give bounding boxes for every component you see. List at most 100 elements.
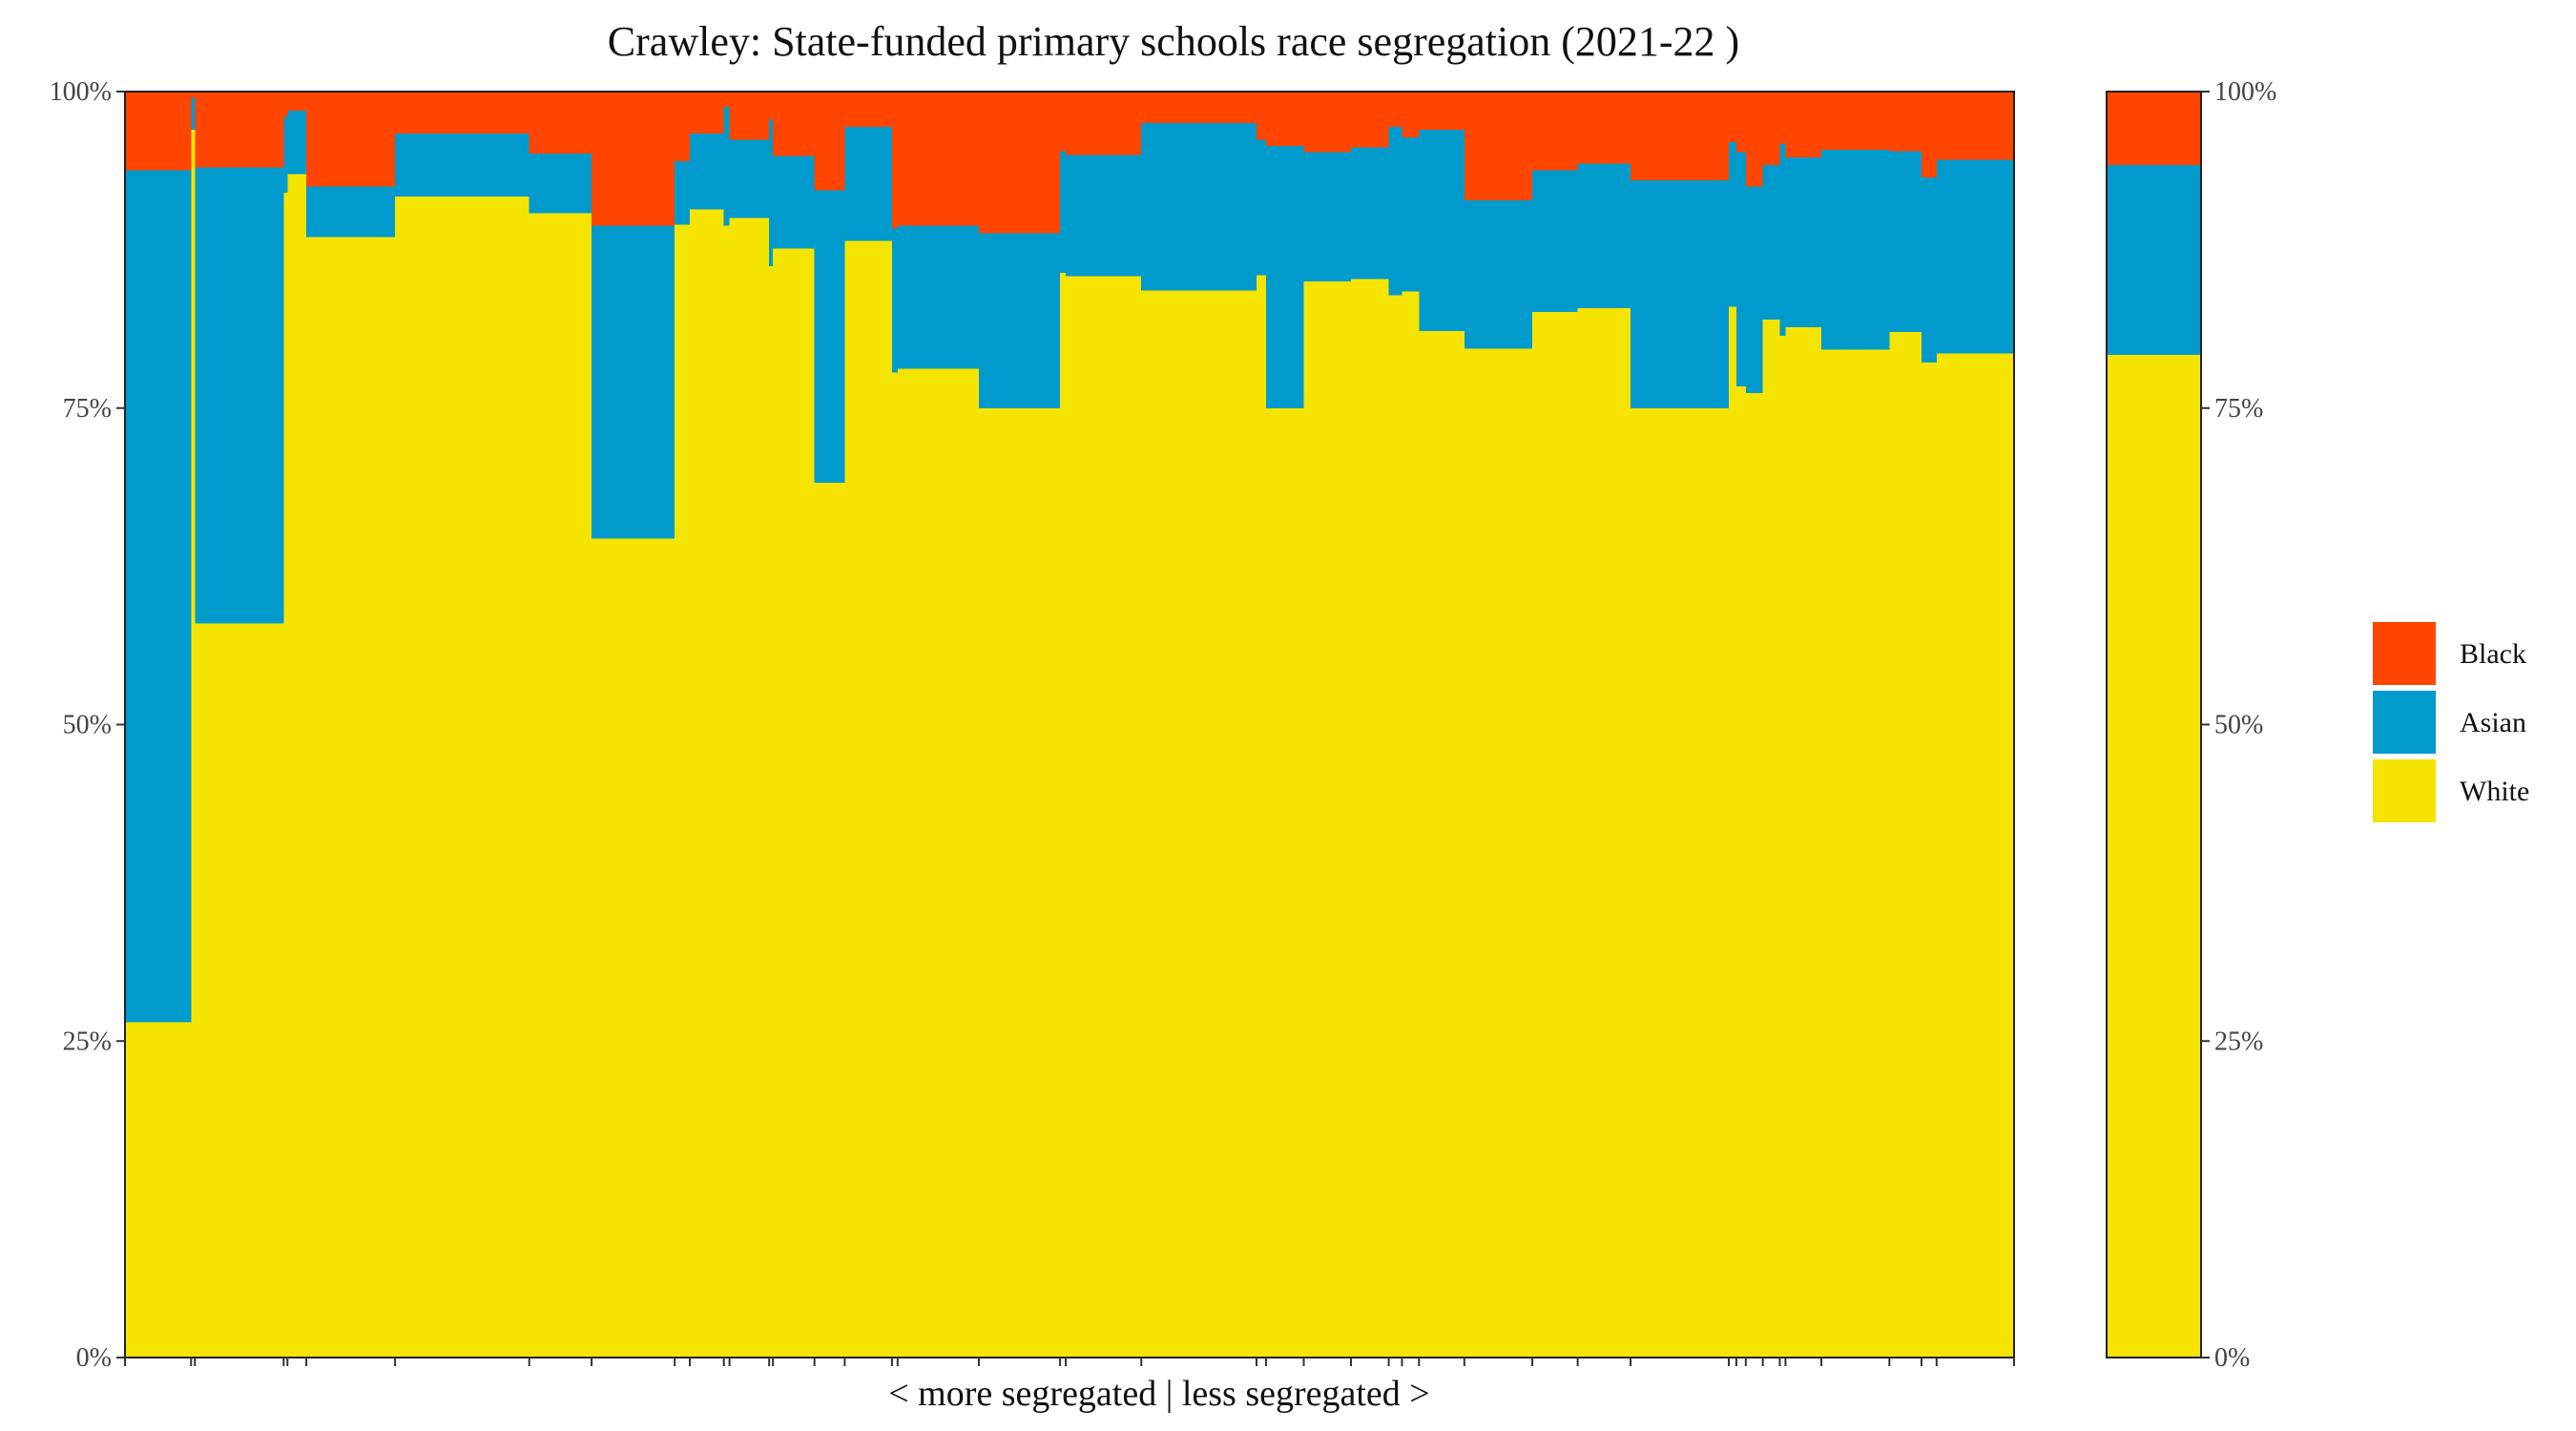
bar-school-9-asian (592, 225, 675, 539)
bar-school-40-black (1785, 92, 1822, 158)
bar-school-3-white (195, 623, 284, 1358)
overall-panel-bars (2107, 92, 2201, 1358)
chart-title: Crawley: State-funded primary schools ra… (608, 18, 1739, 65)
bar-school-30-white (1419, 330, 1465, 1358)
bar-school-23-asian (1141, 123, 1257, 291)
bar-school-13-black (729, 92, 770, 140)
left-y-tick-label: 0% (76, 1343, 112, 1373)
bar-school-19-white (897, 368, 980, 1358)
bar-school-29-asian (1402, 136, 1420, 292)
bar-school-28-black (1388, 92, 1403, 128)
bar-school-1-black (125, 92, 192, 171)
bar-school-1-asian (125, 170, 192, 1023)
bar-school-33-asian (1577, 163, 1631, 308)
bar-school-42-asian (1889, 151, 1922, 333)
legend-swatch-asian (2373, 691, 2436, 754)
bar-overall-white (2107, 355, 2201, 1358)
bar-school-6-black (306, 92, 396, 187)
bar-school-41-white (1821, 349, 1890, 1358)
bar-school-28-asian (1388, 127, 1403, 296)
bar-school-37-white (1745, 392, 1764, 1358)
bar-school-4-white (283, 193, 288, 1358)
bar-school-15-black (773, 92, 816, 156)
bar-school-34-asian (1631, 179, 1730, 408)
bar-school-2-asian (191, 97, 196, 130)
bar-school-20-asian (978, 233, 1061, 408)
bar-school-31-black (1464, 92, 1533, 201)
bar-school-37-asian (1745, 186, 1764, 393)
bar-school-11-white (690, 209, 725, 1358)
bar-school-12-white (723, 225, 731, 1358)
bar-school-22-white (1066, 276, 1142, 1358)
bar-school-12-black (723, 92, 731, 107)
bar-school-23-black (1141, 92, 1257, 124)
bar-school-5-white (287, 174, 307, 1358)
bar-school-14-black (769, 92, 774, 120)
bar-school-13-white (729, 218, 770, 1358)
bar-school-20-black (978, 92, 1061, 234)
bar-school-9-white (592, 538, 675, 1358)
bar-school-40-asian (1785, 157, 1822, 327)
legend-label-asian: Asian (2460, 707, 2526, 738)
bar-school-37-black (1745, 92, 1764, 187)
bar-school-24-black (1257, 92, 1267, 140)
bar-school-11-black (690, 92, 725, 134)
bar-school-44-asian (1936, 159, 2015, 354)
bar-school-4-black (283, 92, 288, 117)
bar-school-40-white (1785, 326, 1822, 1358)
left-y-axis: 0% 25% 50% 75% 100% (50, 77, 125, 1373)
bar-school-44-black (1936, 92, 2015, 160)
bar-school-29-white (1402, 291, 1420, 1358)
bar-overall-asian (2107, 164, 2201, 356)
bar-school-3-asian (195, 167, 284, 624)
bar-school-6-asian (306, 186, 396, 238)
bar-school-36-white (1735, 386, 1747, 1358)
bar-school-1-white (125, 1022, 192, 1358)
bar-school-2-white (191, 129, 196, 1358)
bar-school-7-white (395, 197, 530, 1358)
bar-school-27-black (1351, 92, 1390, 148)
bar-school-20-white (978, 407, 1061, 1358)
legend: Black Asian White (2373, 622, 2529, 822)
bar-school-21-white (1060, 272, 1067, 1358)
bar-school-25-asian (1265, 146, 1305, 408)
bar-school-21-asian (1060, 151, 1067, 273)
main-panel-bars (125, 92, 2015, 1358)
bar-school-29-black (1402, 92, 1420, 137)
bar-school-38-asian (1762, 164, 1781, 320)
bar-school-10-white (675, 224, 691, 1358)
bar-school-10-asian (675, 160, 691, 225)
legend-label-white: White (2460, 776, 2529, 807)
bar-school-26-white (1303, 281, 1352, 1358)
bar-school-28-white (1388, 295, 1403, 1358)
bar-school-22-asian (1066, 155, 1142, 277)
bar-school-14-white (769, 266, 774, 1358)
bar-school-16-asian (814, 190, 845, 484)
bar-school-43-white (1921, 362, 1938, 1358)
bar-school-32-asian (1532, 170, 1579, 312)
bar-school-15-white (773, 248, 816, 1358)
bar-school-24-white (1257, 275, 1267, 1358)
bar-school-25-white (1265, 407, 1305, 1358)
bar-school-41-asian (1821, 150, 1890, 350)
bar-school-12-asian (723, 106, 731, 226)
x-axis-ticks (124, 1358, 2015, 1366)
bar-school-4-asian (283, 116, 288, 194)
bar-school-18-white (891, 372, 899, 1358)
bar-school-25-black (1265, 92, 1305, 147)
bar-school-8-black (529, 92, 592, 155)
bar-school-24-asian (1257, 139, 1267, 276)
bar-school-42-white (1889, 332, 1922, 1358)
bar-school-17-asian (844, 127, 893, 241)
left-y-tick-label: 100% (50, 77, 112, 107)
bar-school-5-black (287, 92, 307, 111)
bar-school-35-white (1729, 306, 1737, 1358)
bar-school-21-black (1060, 92, 1067, 152)
bar-school-41-black (1821, 92, 1890, 151)
bar-school-34-black (1631, 92, 1730, 180)
bar-school-26-black (1303, 92, 1352, 153)
bar-school-32-black (1532, 92, 1579, 171)
bar-school-35-asian (1729, 142, 1737, 307)
bar-school-3-black (195, 92, 284, 168)
